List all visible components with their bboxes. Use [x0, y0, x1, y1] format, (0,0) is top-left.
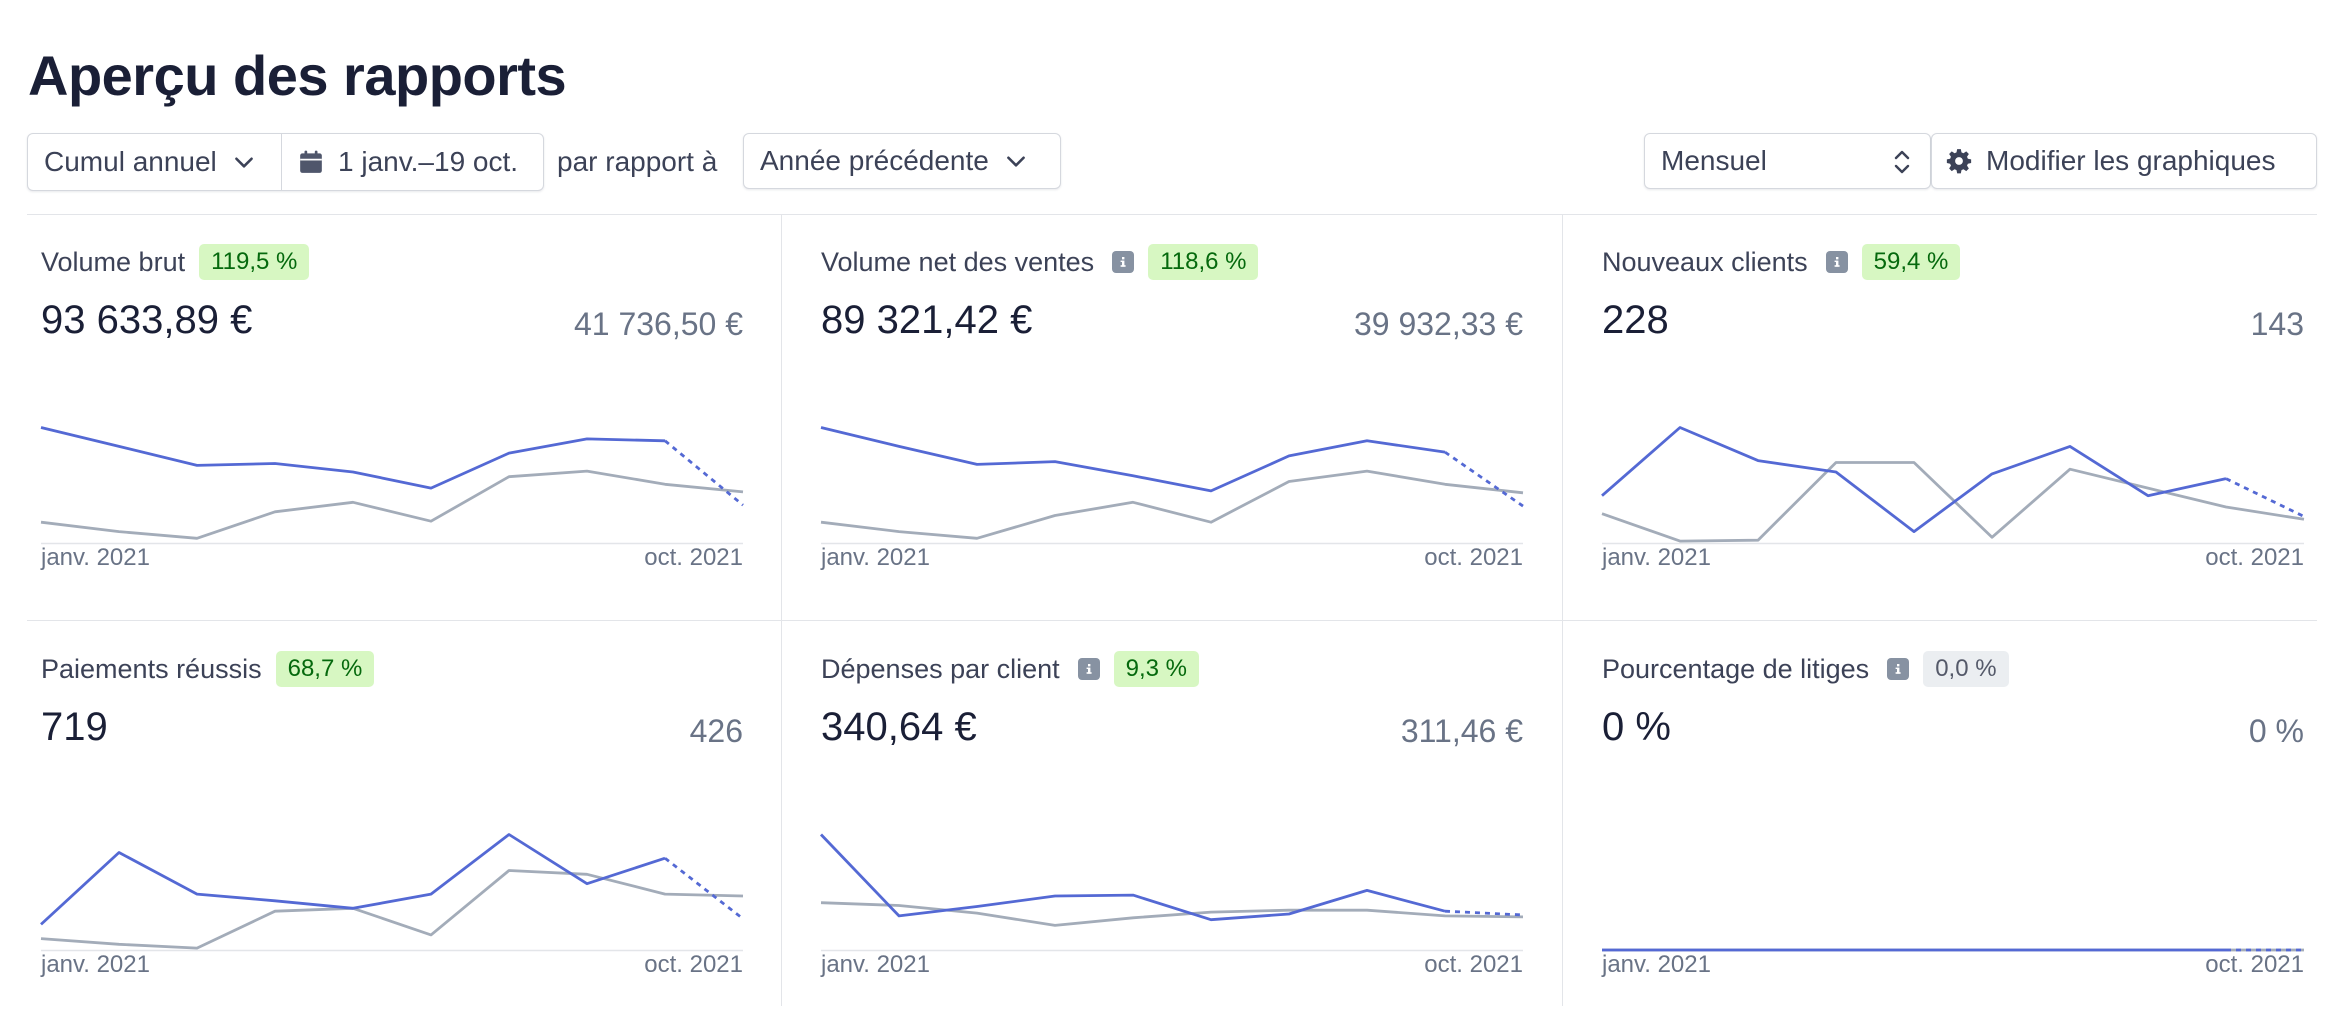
info-icon[interactable]: [1112, 251, 1135, 273]
current-period-line-partial: [2225, 477, 2305, 518]
info-icon[interactable]: [1887, 658, 1910, 680]
axis-start-label: janv. 2021: [1602, 544, 1711, 571]
card-title: Volume net des ventes: [821, 246, 1095, 277]
info-icon[interactable]: [1077, 658, 1100, 680]
axis-end-label: oct. 2021: [644, 544, 743, 571]
current-period-line-partial: [664, 439, 744, 507]
report-card-volume-net-des-ventes[interactable]: Volume net des ventes 118,6 % 89 321,42 € 3…: [820, 214, 1524, 604]
sparkline-chart: [1602, 948, 2304, 952]
change-badge: 119,5 %: [199, 244, 310, 280]
info-icon[interactable]: [1825, 251, 1848, 273]
chevron-down-icon: [1006, 156, 1025, 167]
current-period-line: [40, 426, 666, 490]
axis-start-label: janv. 2021: [1602, 951, 1711, 978]
report-card-depenses-par-client[interactable]: Dépenses par client 9,3 % 340,64 € 311,46 €…: [819, 621, 1524, 1011]
gear-icon: [1946, 149, 1972, 174]
axis-end-label: oct. 2021: [1424, 951, 1523, 978]
change-badge: 118,6 %: [1148, 244, 1259, 280]
card-title: Nouveaux clients: [1602, 246, 1808, 277]
previous-period-line: [820, 901, 1524, 927]
axis-start-label: janv. 2021: [821, 544, 930, 571]
previous-value: 311,46 €: [1400, 713, 1523, 749]
current-period-line: [40, 833, 666, 926]
report-card-volume-brut[interactable]: Volume brut 119,5 % 93 633,89 € 41 736,50 €…: [40, 214, 744, 604]
previous-value: 39 932,33 €: [1353, 306, 1523, 342]
range-select-label: Cumul annuel: [44, 146, 217, 177]
card-title: Paiements réussis: [41, 653, 262, 684]
grid-divider-top: [27, 214, 2317, 215]
sparkline-chart: [819, 833, 1524, 952]
axis-end-label: oct. 2021: [2205, 544, 2304, 571]
current-period-line-partial: [1444, 450, 1524, 508]
filter-toolbar: Cumul annuel 1 janv.–19 oct. par rapport…: [27, 133, 2317, 191]
grid-divider-vertical: [1562, 215, 1563, 1006]
change-badge: 59,4 %: [1861, 244, 1961, 280]
current-value: 719: [41, 705, 108, 749]
current-value: 228: [1602, 298, 1669, 342]
change-badge: 9,3 %: [1113, 651, 1200, 687]
change-badge: 68,7 %: [275, 651, 375, 687]
axis-start-label: janv. 2021: [821, 951, 930, 978]
edit-charts-button[interactable]: Modifier les graphiques: [1931, 133, 2317, 189]
sparkline-chart: [820, 426, 1524, 545]
card-title: Volume brut: [41, 246, 186, 277]
current-period-line-partial: [1444, 909, 1524, 917]
change-badge: 0,0 %: [1923, 651, 2009, 687]
previous-value: 426: [689, 713, 743, 749]
current-period-line: [1601, 426, 2227, 534]
card-header: Paiements réussis 68,7 %: [41, 651, 375, 687]
edit-charts-label: Modifier les graphiques: [1986, 145, 2276, 176]
date-picker-button[interactable]: 1 janv.–19 oct.: [282, 134, 543, 190]
grid-divider-vertical: [781, 215, 782, 1006]
compare-prefix: par rapport à: [557, 146, 718, 177]
previous-value: 41 736,50 €: [573, 306, 743, 342]
report-card-paiements-reussis[interactable]: Paiements réussis 68,7 % 719 426 janv. 2021 o…: [40, 621, 744, 1011]
card-header: Nouveaux clients 59,4 %: [1602, 244, 1961, 280]
date-range-label: 1 janv.–19 oct.: [338, 146, 519, 177]
current-period-line: [820, 426, 1446, 493]
axis-end-label: oct. 2021: [1424, 544, 1523, 571]
current-period-line: [819, 833, 1446, 922]
chevron-down-icon: [234, 157, 253, 168]
axis-end-label: oct. 2021: [2205, 951, 2304, 978]
card-header: Volume brut 119,5 %: [41, 244, 310, 280]
current-value: 93 633,89 €: [41, 298, 253, 342]
report-card-nouveaux-clients[interactable]: Nouveaux clients 59,4 % 228 143 janv. 2021 oc…: [1601, 214, 2305, 604]
grid-divider-middle: [27, 620, 2317, 621]
sparkline-chart: [1601, 426, 2305, 545]
current-value: 0 %: [1602, 705, 1671, 749]
interval-select-label: Mensuel: [1661, 145, 1767, 176]
report-card-pourcentage-de-litiges[interactable]: Pourcentage de litiges 0,0 % 0 % 0 % janv. 2…: [1602, 621, 2304, 1011]
compare-select[interactable]: Année précédente: [743, 133, 1061, 189]
card-title: Dépenses par client: [821, 653, 1060, 684]
axis-start-label: janv. 2021: [41, 544, 150, 571]
page-title: Aperçu des rapports: [28, 44, 567, 107]
previous-value: 0 %: [2248, 713, 2304, 749]
sparkline-chart: [40, 426, 744, 545]
axis-start-label: janv. 2021: [41, 951, 150, 978]
interval-select[interactable]: Mensuel: [1644, 133, 1931, 189]
card-header: Dépenses par client 9,3 %: [821, 651, 1200, 687]
previous-value: 143: [2250, 306, 2304, 342]
range-select[interactable]: Cumul annuel: [28, 134, 282, 190]
card-title: Pourcentage de litiges: [1602, 653, 1870, 684]
card-header: Pourcentage de litiges 0,0 %: [1602, 651, 2009, 687]
current-value: 340,64 €: [821, 705, 977, 749]
calendar-icon: [300, 150, 322, 173]
chevron-updown-icon: [1894, 150, 1910, 174]
previous-period-line: [820, 469, 1524, 540]
current-value: 89 321,42 €: [821, 298, 1033, 342]
sparkline-chart: [40, 833, 744, 952]
previous-period-line: [1601, 461, 2305, 543]
current-period-line-partial: [664, 857, 744, 920]
axis-end-label: oct. 2021: [644, 951, 743, 978]
previous-period-line: [40, 869, 744, 950]
date-range-group: Cumul annuel 1 janv.–19 oct.: [27, 133, 544, 191]
previous-period-line: [40, 469, 744, 540]
compare-select-label: Année précédente: [760, 145, 989, 176]
card-header: Volume net des ventes 118,6 %: [821, 244, 1259, 280]
